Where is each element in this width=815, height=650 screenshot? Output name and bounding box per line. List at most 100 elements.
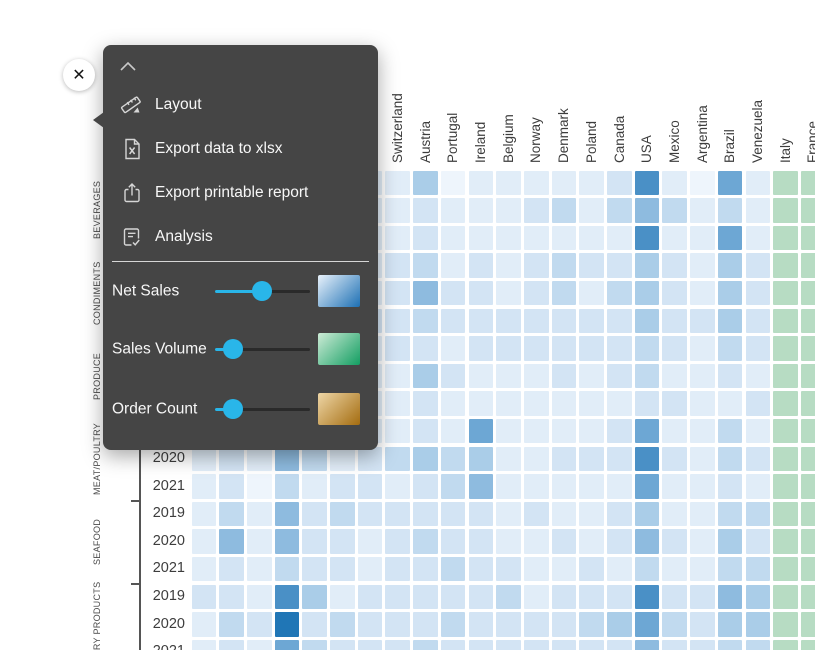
sales-volume-slider[interactable]	[215, 339, 310, 359]
heatmap-cell[interactable]	[745, 391, 771, 416]
heatmap-cell[interactable]	[690, 225, 715, 251]
heatmap-cell[interactable]	[717, 584, 743, 610]
heatmap-cell[interactable]	[773, 391, 798, 416]
heatmap-cell[interactable]	[745, 529, 771, 554]
heatmap-cell[interactable]	[440, 391, 466, 416]
heatmap-cell[interactable]	[773, 225, 798, 251]
slider-thumb[interactable]	[251, 281, 272, 301]
heatmap-cell[interactable]	[274, 474, 300, 499]
heatmap-cell[interactable]	[191, 556, 217, 582]
heatmap-cell[interactable]	[385, 584, 411, 610]
heatmap-cell[interactable]	[523, 198, 549, 223]
heatmap-cell[interactable]	[468, 225, 494, 251]
heatmap-cell[interactable]	[357, 474, 383, 499]
heatmap-cell[interactable]	[413, 391, 438, 416]
heatmap-cell[interactable]	[496, 170, 521, 196]
heatmap-cell[interactable]	[717, 363, 743, 389]
heatmap-cell[interactable]	[385, 391, 411, 416]
heatmap-cell[interactable]	[523, 529, 549, 554]
heatmap-cell[interactable]	[302, 501, 327, 527]
heatmap-cell[interactable]	[219, 529, 244, 554]
heatmap-cell[interactable]	[579, 529, 604, 554]
heatmap-cell[interactable]	[468, 363, 494, 389]
heatmap-cell[interactable]	[357, 556, 383, 582]
heatmap-cell[interactable]	[440, 529, 466, 554]
heatmap-cell[interactable]	[607, 446, 632, 472]
heatmap-cell[interactable]	[385, 225, 411, 251]
heatmap-cell[interactable]	[717, 446, 743, 472]
heatmap-cell[interactable]	[662, 308, 688, 334]
heatmap-cell[interactable]	[690, 198, 715, 223]
heatmap-cell[interactable]	[191, 584, 217, 610]
heatmap-cell[interactable]	[551, 225, 577, 251]
heatmap-cell[interactable]	[551, 363, 577, 389]
heatmap-cell[interactable]	[496, 474, 521, 499]
heatmap-cell[interactable]	[607, 529, 632, 554]
heatmap-cell[interactable]	[690, 639, 715, 650]
heatmap-cell[interactable]	[717, 474, 743, 499]
heatmap-cell[interactable]	[440, 225, 466, 251]
heatmap-cell[interactable]	[634, 584, 660, 610]
heatmap-cell[interactable]	[523, 225, 549, 251]
heatmap-cell[interactable]	[662, 336, 688, 361]
heatmap-cell[interactable]	[523, 446, 549, 472]
heatmap-cell[interactable]	[579, 253, 604, 278]
heatmap-cell[interactable]	[468, 280, 494, 306]
heatmap-cell[interactable]	[440, 308, 466, 334]
heatmap-cell[interactable]	[413, 446, 438, 472]
heatmap-cell[interactable]	[690, 529, 715, 554]
heatmap-cell[interactable]	[413, 639, 438, 650]
heatmap-cell[interactable]	[662, 170, 688, 196]
heatmap-cell[interactable]	[690, 501, 715, 527]
heatmap-cell[interactable]	[496, 501, 521, 527]
menu-item-export-xlsx[interactable]: Export data to xlsx	[103, 127, 378, 171]
heatmap-cell[interactable]	[634, 363, 660, 389]
heatmap-cell[interactable]	[523, 501, 549, 527]
heatmap-cell[interactable]	[413, 336, 438, 361]
heatmap-cell[interactable]	[274, 556, 300, 582]
heatmap-cell[interactable]	[800, 474, 815, 499]
heatmap-cell[interactable]	[413, 198, 438, 223]
heatmap-cell[interactable]	[302, 639, 327, 650]
heatmap-cell[interactable]	[496, 253, 521, 278]
heatmap-cell[interactable]	[413, 418, 438, 444]
heatmap-cell[interactable]	[634, 529, 660, 554]
heatmap-cell[interactable]	[219, 446, 244, 472]
heatmap-cell[interactable]	[717, 529, 743, 554]
heatmap-cell[interactable]	[440, 363, 466, 389]
close-button[interactable]: ✕	[63, 59, 95, 91]
heatmap-cell[interactable]	[579, 556, 604, 582]
heatmap-cell[interactable]	[717, 198, 743, 223]
heatmap-cell[interactable]	[357, 446, 383, 472]
heatmap-cell[interactable]	[800, 280, 815, 306]
heatmap-cell[interactable]	[607, 474, 632, 499]
heatmap-cell[interactable]	[773, 529, 798, 554]
heatmap-cell[interactable]	[274, 584, 300, 610]
heatmap-cell[interactable]	[385, 529, 411, 554]
heatmap-cell[interactable]	[717, 501, 743, 527]
heatmap-cell[interactable]	[468, 529, 494, 554]
heatmap-cell[interactable]	[745, 198, 771, 223]
heatmap-cell[interactable]	[690, 336, 715, 361]
heatmap-cell[interactable]	[607, 280, 632, 306]
heatmap-cell[interactable]	[440, 280, 466, 306]
heatmap-cell[interactable]	[717, 612, 743, 637]
heatmap-cell[interactable]	[634, 336, 660, 361]
heatmap-cell[interactable]	[800, 446, 815, 472]
heatmap-cell[interactable]	[385, 308, 411, 334]
heatmap-cell[interactable]	[523, 336, 549, 361]
heatmap-cell[interactable]	[496, 391, 521, 416]
heatmap-cell[interactable]	[468, 584, 494, 610]
order-count-slider[interactable]	[215, 399, 310, 419]
heatmap-cell[interactable]	[413, 280, 438, 306]
heatmap-cell[interactable]	[468, 612, 494, 637]
heatmap-cell[interactable]	[219, 556, 244, 582]
heatmap-cell[interactable]	[800, 253, 815, 278]
heatmap-cell[interactable]	[302, 474, 327, 499]
heatmap-cell[interactable]	[579, 225, 604, 251]
heatmap-cell[interactable]	[662, 584, 688, 610]
heatmap-cell[interactable]	[385, 612, 411, 637]
heatmap-cell[interactable]	[523, 280, 549, 306]
heatmap-cell[interactable]	[468, 308, 494, 334]
heatmap-cell[interactable]	[357, 639, 383, 650]
